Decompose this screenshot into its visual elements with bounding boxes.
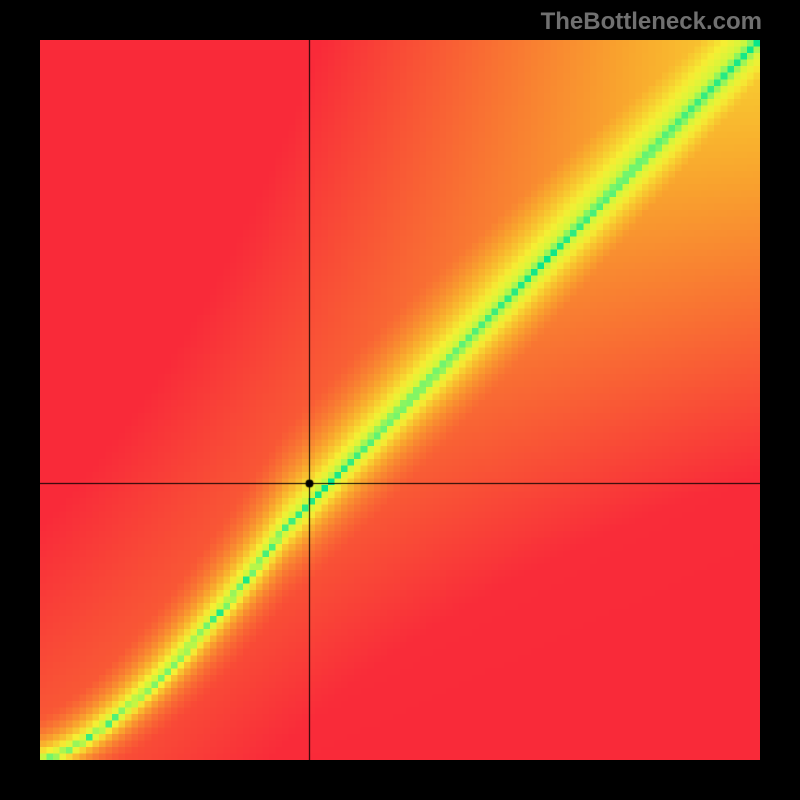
- figure-frame: { "watermark": { "text": "TheBottleneck.…: [0, 0, 800, 800]
- watermark-text: TheBottleneck.com: [541, 8, 762, 36]
- plot-area: [40, 40, 760, 760]
- bottleneck-heatmap: [40, 40, 760, 760]
